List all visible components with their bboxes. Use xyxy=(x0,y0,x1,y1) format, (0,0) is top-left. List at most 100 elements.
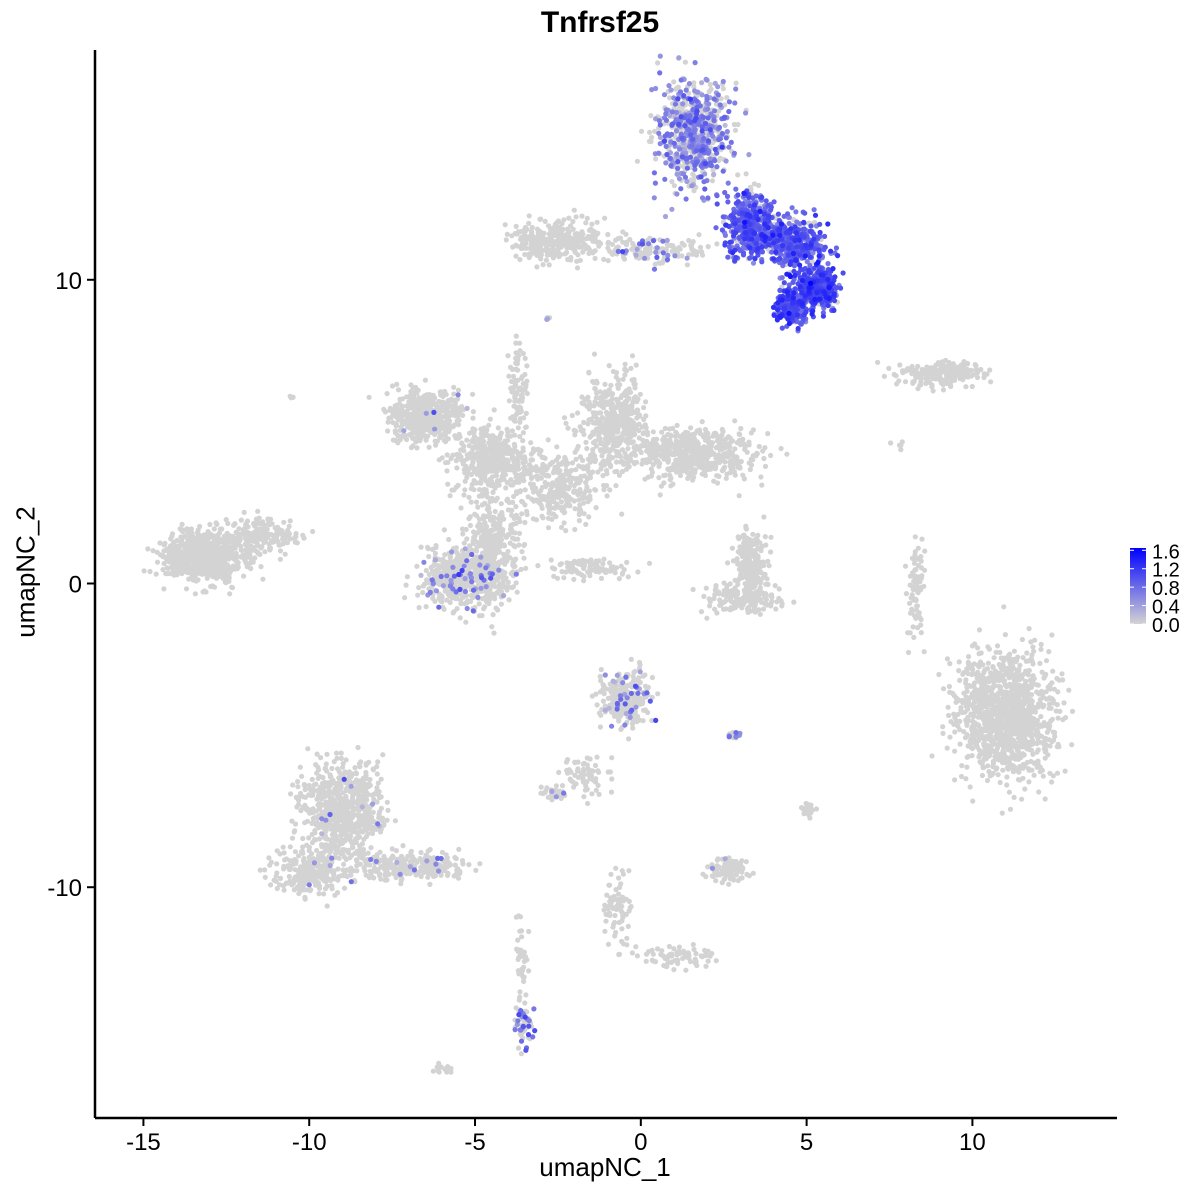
data-point xyxy=(641,405,647,411)
data-point xyxy=(466,494,472,500)
data-point xyxy=(464,600,470,606)
data-point xyxy=(640,438,647,444)
data-point xyxy=(618,563,624,569)
data-point xyxy=(616,472,623,478)
data-point xyxy=(448,455,454,461)
data-point xyxy=(626,464,632,470)
data-point xyxy=(543,483,549,490)
data-point xyxy=(475,523,481,529)
data-point xyxy=(154,559,161,565)
data-point xyxy=(486,505,492,511)
data-point xyxy=(622,399,628,405)
data-point xyxy=(166,559,172,565)
data-point xyxy=(543,257,550,263)
data-point xyxy=(600,566,606,572)
data-point xyxy=(437,595,443,601)
data-point xyxy=(588,228,595,234)
data-point xyxy=(700,446,706,452)
data-point xyxy=(460,531,466,537)
data-point xyxy=(784,451,790,457)
data-point xyxy=(940,382,946,388)
data-point xyxy=(507,364,514,370)
data-point xyxy=(392,428,398,434)
data-point xyxy=(180,551,186,557)
data-point xyxy=(719,426,725,432)
data-point xyxy=(940,387,947,393)
data-point xyxy=(461,492,467,498)
data-point xyxy=(573,234,579,241)
data-point xyxy=(503,237,509,243)
data-point xyxy=(596,239,602,245)
data-point xyxy=(586,246,592,252)
data-point xyxy=(545,437,551,443)
data-point xyxy=(652,128,658,134)
data-point xyxy=(605,231,611,238)
data-point xyxy=(761,455,767,462)
data-point xyxy=(627,422,633,428)
data-point xyxy=(565,564,571,570)
data-point xyxy=(675,458,681,464)
data-point xyxy=(680,462,686,468)
data-point xyxy=(476,445,482,451)
data-point xyxy=(486,422,492,428)
data-point xyxy=(615,402,621,408)
data-point xyxy=(758,474,764,480)
data-point xyxy=(241,573,247,579)
data-point xyxy=(455,407,462,413)
data-point xyxy=(586,494,592,500)
data-point xyxy=(490,489,496,495)
data-point xyxy=(512,398,518,404)
data-point xyxy=(603,458,609,464)
data-point xyxy=(664,242,671,248)
data-point xyxy=(548,557,554,563)
data-point xyxy=(420,589,426,596)
data-point xyxy=(590,450,596,456)
data-point xyxy=(451,384,457,390)
data-point xyxy=(554,219,560,225)
data-point xyxy=(662,438,668,444)
data-point xyxy=(534,264,540,270)
data-point xyxy=(592,255,598,261)
data-point xyxy=(558,460,565,466)
data-point xyxy=(522,251,528,258)
data-point xyxy=(450,559,456,565)
data-point xyxy=(974,367,980,374)
data-point xyxy=(458,505,464,511)
data-point xyxy=(968,367,974,373)
data-point xyxy=(190,533,196,540)
data-point xyxy=(520,438,526,444)
data-point xyxy=(554,501,560,507)
data-point xyxy=(491,455,497,461)
data-point xyxy=(470,460,476,466)
data-point xyxy=(509,428,515,434)
data-point xyxy=(509,451,515,457)
data-point xyxy=(484,536,490,542)
data-point xyxy=(632,381,638,387)
data-point xyxy=(566,229,572,235)
data-point xyxy=(933,366,939,373)
data-point xyxy=(500,558,506,564)
data-point xyxy=(509,507,515,513)
data-point xyxy=(464,536,470,542)
data-point xyxy=(709,465,715,471)
data-point xyxy=(722,445,728,451)
data-point xyxy=(612,570,618,576)
data-point xyxy=(520,430,527,436)
data-point xyxy=(479,613,485,619)
data-point xyxy=(504,457,510,463)
data-point xyxy=(692,440,698,446)
data-point xyxy=(444,420,450,426)
data-point xyxy=(484,524,490,530)
data-point xyxy=(579,495,585,501)
data-point xyxy=(487,460,494,466)
data-point xyxy=(179,521,185,528)
data-point xyxy=(147,568,153,575)
data-point xyxy=(198,552,204,558)
data-point xyxy=(923,376,930,382)
data-point xyxy=(602,215,608,221)
data-point xyxy=(659,260,666,266)
data-point xyxy=(569,460,576,466)
data-point xyxy=(592,248,598,254)
data-point xyxy=(575,242,581,248)
data-point xyxy=(538,488,544,494)
